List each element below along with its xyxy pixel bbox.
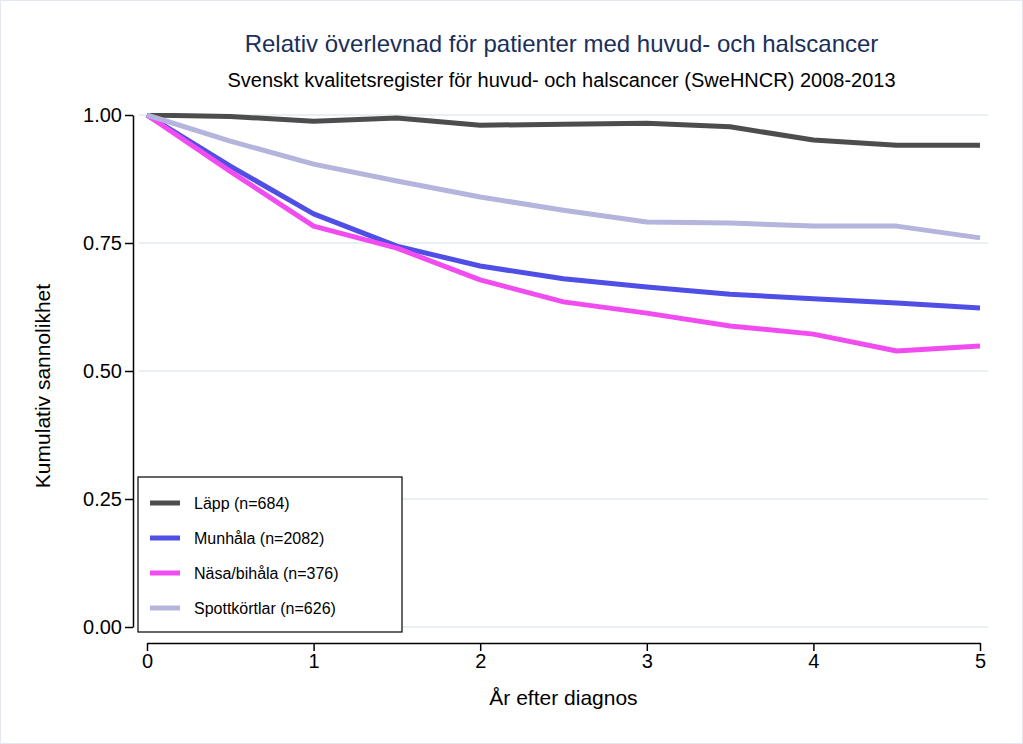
x-tick: 1: [309, 643, 320, 672]
grid-line: [139, 242, 988, 244]
y-tick: 1.00: [83, 104, 133, 126]
y-tick-label: 1.00: [83, 104, 122, 126]
x-tick-label: 2: [475, 650, 486, 672]
chart: Relativ överlevnad för patienter med huv…: [0, 0, 1023, 744]
legend-label: Läpp (n=684): [194, 495, 290, 512]
y-tick-label: 0.75: [83, 232, 122, 254]
title: Relativ överlevnad för patienter med huv…: [245, 30, 879, 57]
y-tick: 0.75: [83, 232, 133, 254]
y-tick-label: 0.00: [83, 616, 122, 638]
y-tick-label: 0.50: [83, 360, 122, 382]
background: [1, 1, 1023, 744]
series-line: [147, 115, 980, 308]
x-tick-label: 4: [808, 650, 819, 672]
legend-swatch: [150, 536, 180, 541]
y-tick-mark: [125, 243, 133, 245]
legend-box: [138, 477, 402, 632]
x-tick-label: 5: [975, 650, 986, 672]
series-line: [147, 115, 980, 351]
y-tick: 0.50: [83, 360, 133, 382]
legend-swatch: [150, 571, 180, 576]
y-tick-mark: [125, 499, 133, 501]
legend-label: Munhåla (n=2082): [194, 530, 324, 547]
y-tick-mark: [125, 115, 133, 117]
y-tick-mark: [125, 627, 133, 629]
grid-line: [139, 114, 988, 116]
x-axis-line: [148, 643, 981, 645]
y-axis-title: Kumulativ sannolikhet: [31, 284, 54, 488]
legend-swatch: [150, 606, 180, 611]
series-line: [147, 115, 980, 238]
grid-line: [139, 370, 988, 372]
x-tick-label: 1: [309, 650, 320, 672]
x-tick: 2: [475, 643, 486, 672]
x-axis-title: År efter diagnos: [489, 686, 637, 709]
x-tick: 3: [642, 643, 653, 672]
y-tick-label: 0.25: [83, 488, 122, 510]
x-tick-label: 0: [142, 650, 153, 672]
y-tick: 0.00: [83, 616, 133, 638]
x-tick: 0: [142, 643, 153, 672]
subtitle: Svenskt kvalitetsregister för huvud- och…: [227, 69, 895, 91]
x-tick: 5: [975, 643, 986, 672]
series-line: [147, 115, 980, 145]
legend-label: Spottkörtlar (n=626): [194, 600, 336, 617]
lines: [147, 115, 980, 351]
x-axis: 0 1 2 3 4 5: [142, 643, 986, 672]
x-tick-label: 3: [642, 650, 653, 672]
legend-swatch: [150, 501, 180, 506]
legend-label: Näsa/bihåla (n=376): [194, 565, 339, 582]
legend: Läpp (n=684) Munhåla (n=2082) Näsa/bihåla …: [138, 477, 402, 632]
y-tick: 0.25: [83, 488, 133, 510]
x-tick: 4: [808, 643, 819, 672]
y-tick-mark: [125, 371, 133, 373]
y-axis: 0.00 0.25 0.50 0.75 1.00: [83, 104, 133, 638]
